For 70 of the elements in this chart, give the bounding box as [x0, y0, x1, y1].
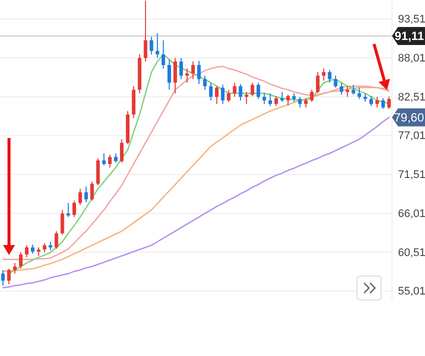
candlestick	[150, 36, 154, 55]
candlestick	[375, 96, 379, 108]
candlestick	[84, 186, 88, 203]
candlestick	[238, 84, 242, 101]
candlestick	[114, 152, 118, 164]
candlestick	[232, 82, 236, 98]
candlestick	[1, 270, 5, 286]
candlestick	[7, 268, 11, 285]
candlestick	[268, 92, 272, 107]
candlestick	[369, 96, 373, 107]
candlestick	[13, 262, 17, 274]
candlestick	[42, 242, 46, 253]
candlestick	[346, 86, 350, 98]
candlestick	[54, 230, 58, 250]
candlestick	[220, 84, 225, 104]
candlestick	[262, 92, 266, 104]
candlestick	[226, 89, 230, 102]
candlestick	[90, 181, 94, 202]
candlestick	[322, 68, 326, 82]
candlestick	[78, 188, 82, 206]
candlestick	[30, 244, 34, 254]
candlestick	[250, 82, 254, 97]
candlestick	[328, 69, 332, 84]
candlestick	[298, 96, 302, 108]
candlestick	[102, 152, 106, 166]
candlestick	[162, 40, 166, 70]
candlestick	[179, 57, 183, 80]
candlestick	[24, 244, 29, 258]
candlestick	[340, 82, 344, 96]
candlestick	[387, 96, 391, 110]
candlestick	[286, 94, 290, 106]
candlestick	[108, 154, 112, 168]
candlestick	[358, 87, 362, 100]
y-tick-label: 82,51	[398, 91, 425, 104]
annotation: 79,60	[394, 110, 424, 124]
candlestick	[244, 91, 248, 104]
candlestick	[209, 82, 213, 101]
y-tick-label: 93,51	[398, 14, 425, 26]
line-series	[2, 116, 390, 288]
candlestick	[316, 72, 320, 94]
candlestick	[256, 82, 260, 100]
candlestick	[72, 200, 76, 218]
candlestick	[167, 58, 172, 90]
candlestick	[334, 75, 338, 88]
y-tick-label: 66,01	[398, 208, 425, 220]
candlestick	[310, 89, 314, 102]
ref-line-label: 91,11	[394, 28, 424, 43]
candlestick	[66, 202, 70, 218]
candlestick	[381, 98, 385, 110]
candlestick	[96, 158, 100, 186]
y-tick-label: 55,01	[398, 286, 425, 298]
candlestick	[280, 91, 284, 102]
y-tick-label: 77,01	[398, 130, 425, 142]
y-tick-label: 88,01	[398, 52, 425, 64]
candlestick	[185, 68, 189, 84]
y-tick-label: 60,51	[398, 246, 425, 259]
candlestick	[191, 61, 195, 80]
candlestick	[19, 252, 23, 270]
candlestick	[156, 32, 160, 58]
candlestick	[203, 75, 207, 90]
candlestick	[274, 96, 278, 107]
y-tick-label: 71,51	[398, 169, 425, 182]
candlestick	[215, 86, 219, 104]
candlestick	[197, 60, 201, 85]
candlestick	[352, 84, 356, 96]
candlestick	[173, 57, 177, 94]
candlestick	[120, 138, 124, 164]
candlestick	[304, 98, 308, 108]
candlestick	[60, 209, 64, 236]
candlestick	[144, 0, 148, 62]
